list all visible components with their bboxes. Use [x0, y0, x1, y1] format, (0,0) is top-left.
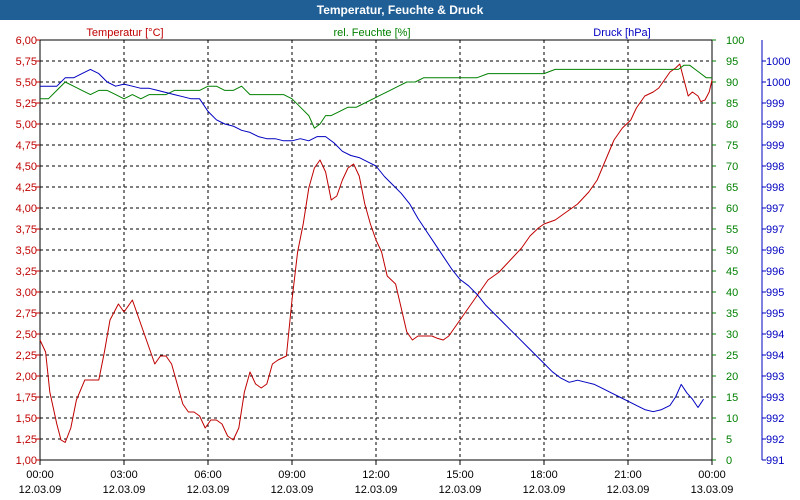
x-tick-label-date: 12.03.09: [355, 484, 398, 496]
humidity-tick-label: 75: [726, 140, 738, 152]
x-tick-label-time: 06:00: [194, 469, 222, 481]
pressure-tick-label: 995: [766, 287, 784, 299]
temperature-tick-label: 6,00: [16, 35, 37, 47]
x-tick-label-date: 12.03.09: [19, 484, 62, 496]
pressure-tick-label: 994: [766, 350, 784, 362]
humidity-tick-label: 15: [726, 392, 738, 404]
x-tick-label-date: 12.03.09: [187, 484, 230, 496]
series-line-humidity: [40, 64, 712, 129]
temperature-tick-label: 4,50: [16, 161, 37, 173]
pressure-tick-label: 1000: [766, 56, 790, 68]
x-tick-label-time: 03:00: [110, 469, 138, 481]
temperature-axis-label: Temperatur [°C]: [86, 27, 163, 39]
x-tick-label-time: 00:00: [698, 469, 726, 481]
chart-title: Temperatur, Feuchte & Druck: [0, 0, 800, 20]
pressure-tick-label: 993: [766, 392, 784, 404]
pressure-tick-label: 993: [766, 371, 784, 383]
temperature-tick-label: 5,50: [16, 77, 37, 89]
temperature-tick-label: 3,00: [16, 287, 37, 299]
temperature-tick-label: 1,25: [16, 434, 37, 446]
pressure-tick-label: 992: [766, 413, 784, 425]
humidity-tick-label: 90: [726, 77, 738, 89]
temperature-tick-label: 1,75: [16, 392, 37, 404]
x-tick-label-time: 09:00: [278, 469, 306, 481]
pressure-tick-label: 1000: [766, 77, 790, 89]
pressure-tick-label: 997: [766, 203, 784, 215]
x-tick-label-time: 12:00: [362, 469, 390, 481]
humidity-tick-label: 20: [726, 371, 738, 383]
pressure-tick-label: 992: [766, 434, 784, 446]
humidity-tick-label: 95: [726, 56, 738, 68]
humidity-tick-label: 40: [726, 287, 738, 299]
x-tick-label-date: 12.03.09: [439, 484, 482, 496]
humidity-tick-label: 35: [726, 308, 738, 320]
humidity-tick-label: 30: [726, 329, 738, 341]
x-tick-label-time: 15:00: [446, 469, 474, 481]
temperature-tick-label: 5,00: [16, 119, 37, 131]
temperature-tick-label: 1,00: [16, 455, 37, 467]
pressure-tick-label: 999: [766, 98, 784, 110]
pressure-tick-label: 999: [766, 119, 784, 131]
humidity-tick-label: 10: [726, 413, 738, 425]
humidity-tick-label: 80: [726, 119, 738, 131]
humidity-tick-label: 50: [726, 245, 738, 257]
temperature-tick-label: 2,50: [16, 329, 37, 341]
humidity-tick-label: 70: [726, 161, 738, 173]
temperature-tick-label: 3,50: [16, 245, 37, 257]
humidity-tick-label: 5: [726, 434, 732, 446]
pressure-tick-label: 997: [766, 224, 784, 236]
x-tick-label-date: 12.03.09: [103, 484, 146, 496]
humidity-axis-label: rel. Feuchte [%]: [333, 27, 410, 39]
humidity-tick-label: 55: [726, 224, 738, 236]
pressure-tick-label: 994: [766, 329, 784, 341]
humidity-tick-label: 0: [726, 455, 732, 467]
temperature-tick-label: 5,25: [16, 98, 37, 110]
pressure-tick-label: 996: [766, 245, 784, 257]
temperature-tick-label: 2,25: [16, 350, 37, 362]
labels-layer: 00:00 12.03.09 03:00 12.03.09 06:00 12.03.09 0…: [16, 27, 791, 496]
temperature-tick-label: 1,50: [16, 413, 37, 425]
x-tick-label-time: 21:00: [614, 469, 642, 481]
series-layer: [39, 63, 713, 443]
x-tick-label-date: 12.03.09: [523, 484, 566, 496]
x-tick-label-time: 00:00: [26, 469, 54, 481]
temperature-tick-label: 5,75: [16, 56, 37, 68]
pressure-tick-label: 995: [766, 308, 784, 320]
humidity-tick-label: 100: [726, 35, 744, 47]
temperature-tick-label: 3,75: [16, 224, 37, 236]
temperature-tick-label: 4,25: [16, 182, 37, 194]
pressure-tick-label: 991: [766, 455, 784, 467]
humidity-tick-label: 85: [726, 98, 738, 110]
humidity-tick-label: 45: [726, 266, 738, 278]
pressure-tick-label: 998: [766, 161, 784, 173]
pressure-tick-label: 998: [766, 182, 784, 194]
x-tick-label-date: 12.03.09: [271, 484, 314, 496]
pressure-axis-label: Druck [hPa]: [593, 27, 650, 39]
temperature-tick-label: 4,00: [16, 203, 37, 215]
temperature-tick-label: 2,75: [16, 308, 37, 320]
temperature-tick-label: 2,00: [16, 371, 37, 383]
humidity-tick-label: 60: [726, 203, 738, 215]
grid-layer: [40, 39, 712, 460]
series-line-temperature: [39, 63, 713, 443]
pressure-tick-label: 996: [766, 266, 784, 278]
x-tick-label-date: 12.03.09: [607, 484, 650, 496]
humidity-tick-label: 25: [726, 350, 738, 362]
series-line-pressure: [40, 68, 705, 413]
temperature-tick-label: 3,25: [16, 266, 37, 278]
axes-layer: [36, 39, 766, 465]
x-tick-label-date: 13.03.09: [691, 484, 734, 496]
temperature-tick-label: 4,75: [16, 140, 37, 152]
pressure-tick-label: 999: [766, 140, 784, 152]
humidity-tick-label: 65: [726, 182, 738, 194]
x-tick-label-time: 18:00: [530, 469, 558, 481]
